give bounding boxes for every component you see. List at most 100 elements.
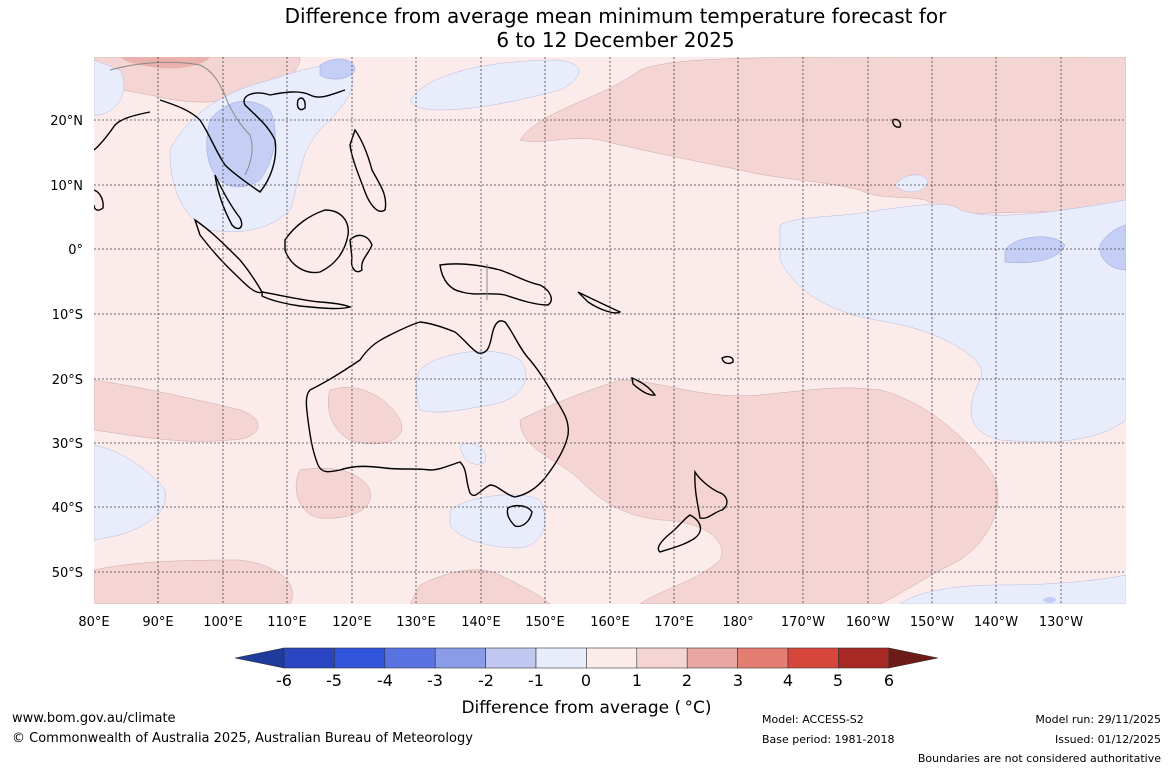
border-china: [109, 61, 226, 96]
cool-strong-philippine-sea: [319, 58, 356, 80]
coast-taiwan: [296, 97, 306, 111]
colorbar: [234, 647, 939, 669]
cool-patch-indian: [94, 59, 125, 116]
coast-solomons: [577, 291, 622, 314]
coast-hawaii: [892, 118, 902, 128]
colorbar-swatch: [384, 647, 436, 669]
lon-label: 170°W: [781, 615, 825, 630]
model-run-text: Model run: 29/11/2025: [1035, 713, 1161, 726]
anomaly-field: [94, 57, 1126, 604]
colorbar-swatch: [586, 647, 638, 669]
lon-label: 90°E: [142, 615, 173, 630]
chart-title: Difference from average mean minimum tem…: [0, 4, 1173, 52]
lon-label: 140°W: [974, 615, 1018, 630]
colorbar-tick-label: -1: [528, 671, 544, 690]
coast-nz-south: [657, 514, 702, 553]
cool-strong-pacific-1: [1004, 236, 1066, 264]
lat-label: 40°S: [52, 501, 83, 516]
coast-sulawesi: [349, 234, 373, 273]
lon-label: 140°E: [461, 615, 501, 630]
coast-nz-north: [694, 469, 728, 520]
colorbar-tick-label: 2: [681, 671, 693, 690]
coast-tasmania: [506, 504, 533, 528]
colorbar-swatch: [838, 647, 890, 669]
cool-patch-south-pacific: [899, 574, 1126, 604]
cool-patch-vic: [449, 494, 546, 549]
colorbar-swatch: [485, 647, 537, 669]
colorbar-extend-high: [888, 647, 939, 669]
website-link[interactable]: www.bom.gov.au/climate: [12, 711, 176, 726]
colorbar-swatch: [787, 647, 839, 669]
lon-label: 80°E: [78, 615, 109, 630]
lat-label: 50°S: [52, 566, 83, 581]
model-text: Model: ACCESS-S2: [762, 713, 864, 726]
coast-indochina: [159, 89, 346, 193]
lon-label: 130°W: [1039, 615, 1083, 630]
title-line-2: 6 to 12 December 2025: [496, 28, 735, 52]
disclaimer-text: Boundaries are not considered authoritat…: [917, 752, 1161, 765]
lat-label: 20°S: [52, 373, 83, 388]
colorbar-tick-label: -2: [478, 671, 494, 690]
colorbar-tick-label: 4: [782, 671, 794, 690]
lat-label: 0°: [68, 243, 83, 258]
colorbar-extend-low: [234, 647, 285, 669]
coast-philippines: [349, 128, 387, 212]
lat-label: 10°S: [52, 308, 83, 323]
lat-label: 30°S: [52, 437, 83, 452]
colorbar-swatch: [636, 647, 688, 669]
colorbar-tick-label: 6: [883, 671, 895, 690]
colorbar-swatch: [434, 647, 486, 669]
coast-sri-lanka: [94, 189, 104, 211]
cool-strong-south-pacific: [1043, 597, 1056, 603]
colorbar-tick-label: 1: [631, 671, 643, 690]
lon-label: 170°E: [654, 615, 694, 630]
base-period-text: Base period: 1981-2018: [762, 733, 895, 746]
coast-new-caledonia: [631, 376, 657, 396]
colorbar-swatch: [686, 647, 738, 669]
lat-labels: 20°N 10°N 0° 10°S 20°S 30°S 40°S 50°S: [50, 114, 83, 581]
colorbar-tick-label: -3: [427, 671, 443, 690]
cool-patch-qld: [459, 443, 487, 465]
cool-patch-west-indian-south: [94, 444, 167, 541]
colorbar-tick-label: 5: [832, 671, 844, 690]
colorbar-tick-label: 3: [732, 671, 744, 690]
colorbar-tick-label: -4: [377, 671, 393, 690]
lon-label: 150°E: [525, 615, 565, 630]
lon-label: 160°E: [590, 615, 630, 630]
title-line-1: Difference from average mean minimum tem…: [284, 4, 947, 28]
country-borders: [109, 61, 488, 300]
coast-new-guinea: [439, 263, 552, 306]
colorbar-swatch: [283, 647, 335, 669]
lon-labels: 80°E 90°E 100°E 110°E 120°E 130°E 140°E …: [78, 615, 1083, 630]
lat-label: 10°N: [50, 179, 83, 194]
lon-label: 120°E: [332, 615, 372, 630]
coast-india: [94, 111, 151, 151]
cool-strong-indochina: [206, 101, 276, 188]
coast-java: [261, 291, 353, 310]
lat-label: 20°N: [50, 114, 83, 129]
lon-label: 130°E: [396, 615, 436, 630]
lon-label: 100°E: [203, 615, 243, 630]
colorbar-tick-label: -5: [326, 671, 342, 690]
warm-patch-south-indian: [94, 559, 293, 604]
border-indochina: [224, 94, 253, 176]
warm-patch-southern-ocean: [409, 569, 551, 604]
colorbar-tick-label: -6: [276, 671, 292, 690]
warm-patch-wa: [327, 387, 403, 445]
colorbar-swatch: [334, 647, 386, 669]
cool-patch-hawaii: [894, 174, 929, 193]
lon-label: 150°W: [910, 615, 954, 630]
cool-patch-central-aus: [416, 351, 526, 413]
colorbar-title: Difference from average ( °C): [461, 698, 712, 718]
graticule: [94, 57, 1126, 604]
coast-malay: [214, 174, 243, 230]
coastlines: [94, 89, 902, 553]
coast-borneo: [284, 209, 349, 274]
lon-label: 180°: [722, 615, 753, 630]
colorbar-swatch: [535, 647, 587, 669]
warm-patch-west-indian: [94, 379, 259, 442]
colorbar-swatch: [737, 647, 789, 669]
coast-australia: [305, 320, 570, 498]
lon-label: 160°W: [846, 615, 890, 630]
